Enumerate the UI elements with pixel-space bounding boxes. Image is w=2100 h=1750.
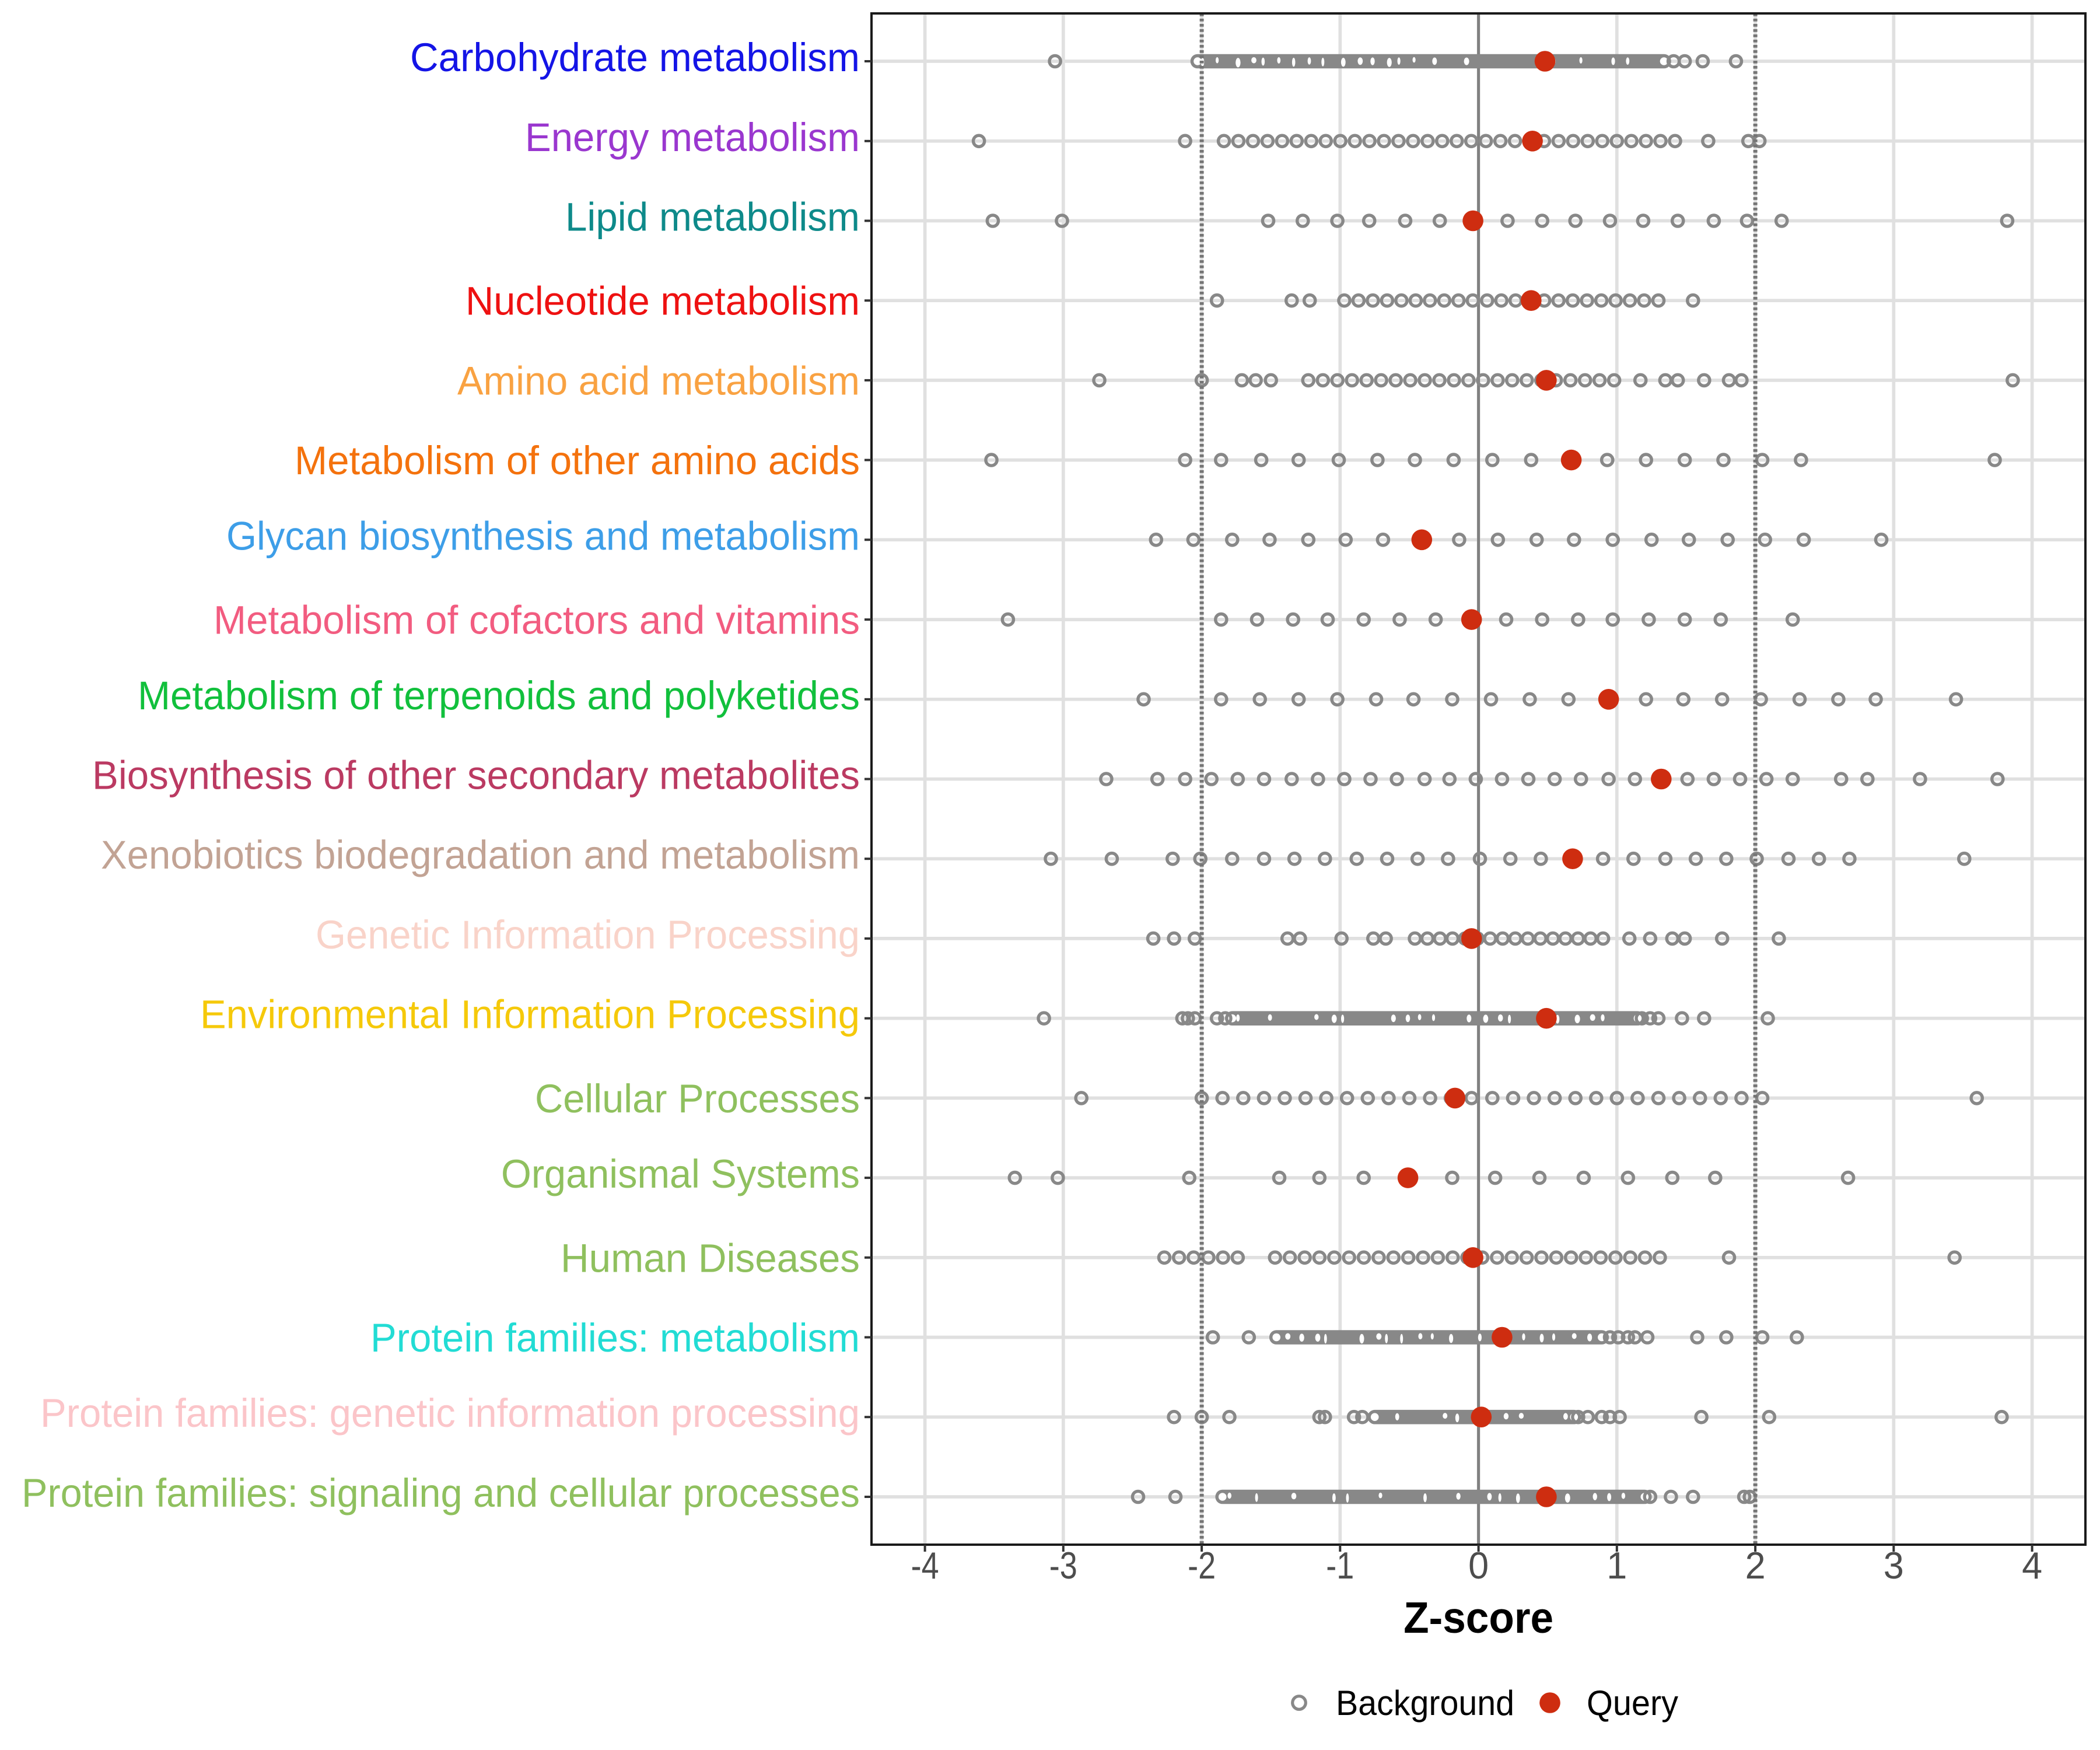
svg-text:Environmental Information Proc: Environmental Information Processing (200, 992, 860, 1037)
svg-text:-3: -3 (1049, 1544, 1077, 1587)
svg-text:-1: -1 (1326, 1544, 1354, 1587)
svg-text:Xenobiotics biodegradation and: Xenobiotics biodegradation and metabolis… (101, 832, 860, 877)
svg-text:Protein families: metabolism: Protein families: metabolism (370, 1315, 860, 1360)
svg-text:Query: Query (1587, 1684, 1678, 1723)
svg-text:4: 4 (2022, 1544, 2042, 1587)
svg-text:3: 3 (1884, 1544, 1904, 1587)
svg-text:Carbohydrate metabolism: Carbohydrate metabolism (410, 35, 860, 80)
svg-text:Nucleotide metabolism: Nucleotide metabolism (466, 279, 860, 324)
svg-text:Human Diseases: Human Diseases (561, 1236, 860, 1280)
svg-text:Genetic Information Processing: Genetic Information Processing (316, 912, 860, 957)
svg-text:Background: Background (1336, 1684, 1514, 1723)
svg-text:Cellular Processes: Cellular Processes (535, 1076, 860, 1121)
svg-text:-4: -4 (911, 1544, 939, 1587)
svg-text:Z-score: Z-score (1404, 1593, 1553, 1642)
svg-text:Energy metabolism: Energy metabolism (525, 115, 860, 160)
svg-text:1: 1 (1606, 1544, 1627, 1587)
svg-text:2: 2 (1745, 1544, 1766, 1587)
svg-text:Glycan biosynthesis and metabo: Glycan biosynthesis and metabolism (226, 513, 860, 558)
svg-text:Protein families: signaling an: Protein families: signaling and cellular… (22, 1471, 860, 1516)
svg-text:Amino acid metabolism: Amino acid metabolism (457, 358, 860, 403)
svg-text:-2: -2 (1188, 1544, 1216, 1587)
svg-text:Organismal Systems: Organismal Systems (501, 1152, 860, 1196)
svg-text:Lipid metabolism: Lipid metabolism (565, 195, 860, 240)
svg-text:Metabolism of other amino acid: Metabolism of other amino acids (295, 438, 860, 483)
svg-text:Metabolism of cofactors and vi: Metabolism of cofactors and vitamins (214, 598, 860, 643)
svg-text:0: 0 (1468, 1544, 1489, 1587)
svg-text:Metabolism of terpenoids and p: Metabolism of terpenoids and polyketides (138, 673, 860, 718)
svg-text:Protein families: genetic info: Protein families: genetic information pr… (40, 1391, 860, 1436)
svg-text:Biosynthesis of other secondar: Biosynthesis of other secondary metaboli… (92, 753, 860, 798)
